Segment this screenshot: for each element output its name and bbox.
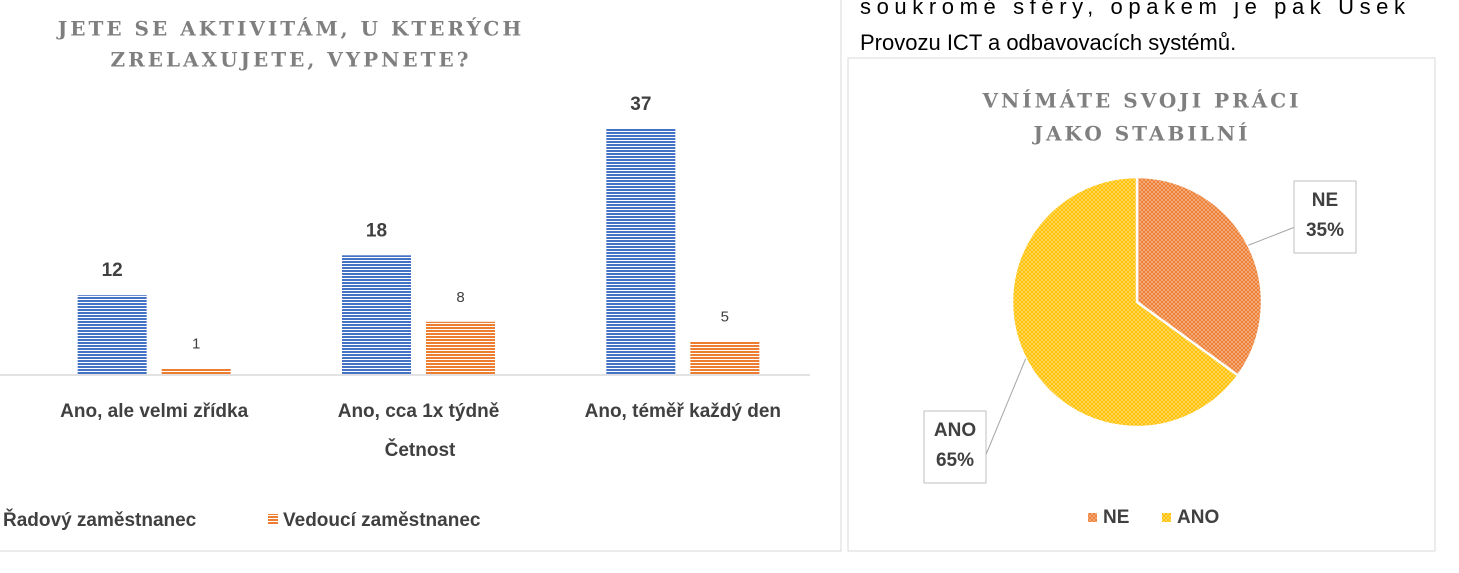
data-label: NE <box>1312 190 1338 211</box>
bar <box>77 295 147 375</box>
legend-label: NE <box>1103 507 1129 528</box>
x-axis-label: Četnost <box>385 439 456 461</box>
chart-frame <box>847 57 1436 552</box>
data-label: 35% <box>1306 220 1344 241</box>
chart-frame <box>0 0 842 552</box>
data-label: 65% <box>936 450 974 471</box>
pie-slice <box>1010 175 1240 429</box>
paragraph-line: soukromé sféry, opakem je pak Úsek <box>860 0 1406 19</box>
leader-line <box>984 358 1027 458</box>
chart-title: VNÍMÁTE SVOJI PRÁCI <box>981 89 1301 113</box>
data-label: 12 <box>102 260 123 281</box>
bar <box>342 255 411 375</box>
bar <box>161 368 231 375</box>
label-box <box>923 410 987 484</box>
legend-label: Řadový zaměstnanec <box>3 509 197 531</box>
data-label: 18 <box>366 220 387 241</box>
legend-marker <box>1162 513 1171 522</box>
chart-title: JAKO STABILNÍ <box>1032 122 1251 146</box>
data-label: 8 <box>456 289 464 306</box>
data-label: 37 <box>630 94 651 115</box>
x-tick-label: Ano, cca 1x týdně <box>338 401 500 422</box>
leader-line <box>1248 226 1296 246</box>
x-tick-label: Ano, téměř každý den <box>585 401 781 422</box>
legend-marker <box>268 514 278 524</box>
bar <box>690 341 760 375</box>
legend-label: Vedoucí zaměstnanec <box>283 510 481 531</box>
chart-title: JETE SE AKTIVITÁM, U KTERÝCH <box>56 17 525 41</box>
data-label: 5 <box>721 309 729 326</box>
bar <box>426 321 495 375</box>
label-box <box>1293 180 1357 254</box>
chart-title: ZRELAXUJETE, VYPNETE? <box>111 48 472 72</box>
data-label: 1 <box>192 335 200 352</box>
data-label: ANO <box>934 420 976 441</box>
legend-label: ANO <box>1177 507 1219 528</box>
legend-marker <box>1088 513 1097 522</box>
bar <box>606 128 676 375</box>
paragraph-line: Provozu ICT a odbavovacích systémů. <box>860 30 1236 55</box>
x-tick-label: Ano, ale velmi zřídka <box>60 401 248 422</box>
